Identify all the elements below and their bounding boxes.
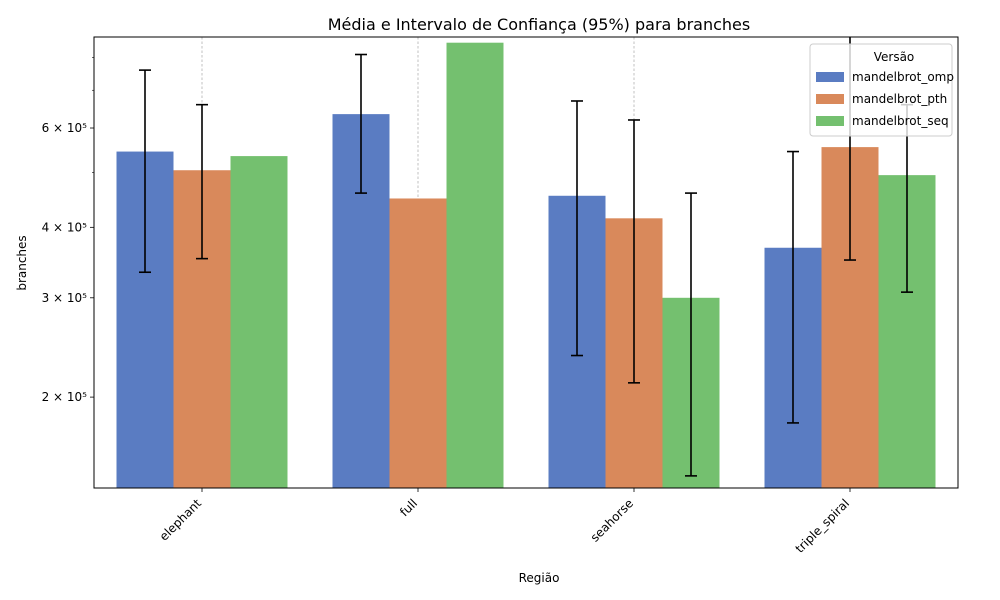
y-axis-ticks: 2 × 10⁵ 3 × 10⁵ 4 × 10⁵ 6 × 10⁵	[42, 57, 94, 404]
legend-swatch	[816, 94, 844, 104]
grid-lines	[201, 37, 851, 488]
legend-label: mandelbrot_omp	[852, 70, 954, 84]
x-tick-label: full	[397, 496, 420, 519]
legend-box	[809, 43, 953, 137]
legend-label: mandelbrot_pth	[852, 92, 947, 106]
legend-label: mandelbrot_seq	[852, 114, 949, 128]
legend: Versão mandelbrot_omp mandelbrot_pthmande…	[809, 43, 954, 137]
legend-swatch	[816, 72, 844, 82]
y-axis-label: branches	[15, 235, 29, 290]
legend-title: Versão	[874, 50, 915, 64]
chart-title: Média e Intervalo de Confiança (95%) par…	[328, 15, 750, 34]
bar	[230, 156, 288, 489]
legend-swatch	[816, 116, 844, 126]
y-tick-label: 4 × 10⁵	[42, 220, 88, 234]
y-tick-label: 3 × 10⁵	[42, 291, 88, 305]
y-tick-label: 6 × 10⁵	[42, 121, 88, 135]
bar	[446, 42, 504, 488]
x-tick-label: triple_spiral	[793, 496, 852, 555]
bar	[389, 198, 447, 488]
plot-frame	[93, 36, 959, 489]
x-tick-label: elephant	[157, 496, 205, 544]
y-tick-label: 2 × 10⁵	[42, 390, 88, 404]
x-axis-label: Região	[519, 571, 560, 585]
x-tick-label: seahorse	[588, 496, 636, 544]
x-axis-ticks: elephant full seahorse triple_spiral	[157, 488, 852, 556]
